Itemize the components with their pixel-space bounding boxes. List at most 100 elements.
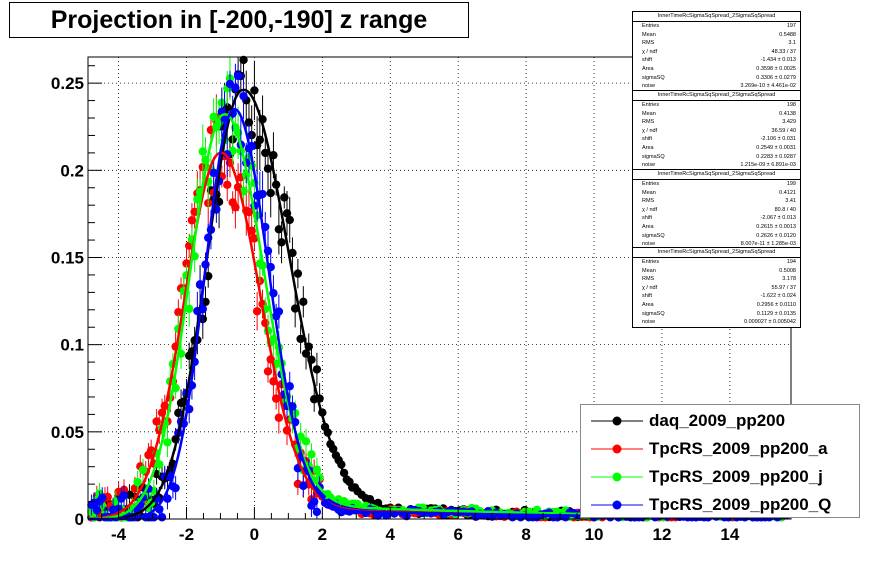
stats-header: InnerTimeRcSigmaSqSpread_2SigmaSqSpread — [633, 91, 800, 101]
stats-key: shift — [642, 57, 653, 64]
data-point-a — [187, 216, 197, 225]
y-tick-label: 0.2 — [60, 161, 84, 180]
stats-value: 0.3306 ± 0.0279 — [756, 74, 796, 81]
stats-value: 3.1 — [788, 40, 796, 47]
stats-value: 1.215e-09 ± 6.891e-03 — [740, 162, 796, 169]
legend-marker-a — [591, 444, 643, 454]
stats-key: Area — [642, 223, 654, 230]
stats-value: 3.269e-10 ± 4.461e-02 — [740, 83, 796, 90]
stats-value: -2.067 ± 0.013 — [760, 215, 796, 222]
stats-value: 80.8 / 40 — [774, 206, 796, 213]
legend-entry-daq: daq_2009_pp200 — [581, 408, 859, 434]
stats-key: Mean — [642, 110, 656, 117]
data-point-a — [185, 241, 194, 250]
data-point-daq — [255, 135, 265, 145]
x-tick-label: -4 — [111, 525, 127, 544]
stats-key: noise — [642, 241, 656, 248]
stats-key: sigmaSQ — [642, 153, 665, 160]
stats-box: InnerTimeRcSigmaSqSpread_2SigmaSqSpread E… — [632, 169, 801, 250]
data-point-Q — [223, 150, 232, 159]
stats-row: noise 1.215e-09 ± 6.891e-03 — [633, 161, 800, 170]
chart-title: Projection in [-200,-190] z range — [9, 2, 469, 38]
x-tick-label: 6 — [453, 525, 462, 544]
data-point-daq — [201, 297, 210, 307]
legend-marker-daq — [591, 416, 643, 426]
data-point-Q — [171, 483, 180, 493]
stats-row: Entries 194 — [633, 258, 800, 267]
data-point-Q — [274, 307, 284, 316]
data-point-j — [307, 450, 316, 459]
stats-key: χ / ndf — [642, 284, 658, 291]
stats-box: InnerTimeRcSigmaSqSpread_2SigmaSqSpread E… — [632, 90, 801, 171]
data-point-Q — [157, 513, 167, 522]
stats-key: Area — [642, 144, 654, 151]
legend-marker-Q — [591, 500, 643, 510]
stats-value: 194 — [786, 259, 796, 265]
stats-value: 199 — [786, 181, 796, 187]
data-point-j — [312, 465, 322, 474]
stats-row: noise 8.007e-11 ± 1.285e-03 — [633, 240, 800, 249]
stats-value: 48.33 / 37 — [771, 48, 796, 55]
stats-row: Mean 0.4121 — [633, 189, 800, 198]
stats-key: sigmaSQ — [642, 74, 665, 81]
stats-row: χ / ndf 48.33 / 37 — [633, 48, 800, 57]
stats-row: χ / ndf 36.59 / 40 — [633, 127, 800, 136]
stats-value: 198 — [786, 102, 796, 108]
data-point-a — [244, 207, 254, 217]
data-point-daq — [250, 86, 259, 95]
stats-value: -2.106 ± 0.031 — [760, 136, 796, 143]
data-point-a — [182, 259, 191, 268]
data-point-daq — [274, 225, 284, 234]
data-point-daq — [277, 238, 286, 247]
stats-value: 3.41 — [785, 198, 796, 205]
data-point-Q — [231, 83, 240, 93]
data-point-j — [198, 147, 207, 156]
x-tick-label: 0 — [250, 525, 259, 544]
x-tick-label: 2 — [318, 525, 327, 544]
stats-key: Mean — [642, 31, 656, 38]
stats-row: Mean 0.5488 — [633, 31, 800, 40]
data-point-Q — [119, 491, 129, 500]
stats-key: Entries — [642, 102, 660, 108]
data-point-daq — [261, 148, 270, 158]
stats-value: -1.434 ± 0.013 — [760, 57, 796, 64]
stats-value: 0.4121 — [779, 189, 796, 196]
data-point-j — [301, 437, 311, 446]
stats-row: Entries 198 — [633, 101, 800, 110]
stats-value: 0.2956 ± 0.0110 — [756, 301, 796, 308]
stats-key: Area — [642, 301, 654, 308]
stats-value: 3.429 — [782, 119, 796, 126]
stats-key: Mean — [642, 189, 656, 196]
stats-row: sigmaSQ 0.2283 ± 0.0287 — [633, 153, 800, 162]
data-point-j — [133, 477, 142, 487]
stats-key: Area — [642, 65, 654, 72]
stats-value: 0.1129 ± 0.0135 — [756, 310, 796, 317]
data-point-daq — [266, 188, 275, 198]
data-point-daq — [296, 334, 305, 344]
stats-row: shift -1.622 ± 0.024 — [633, 292, 800, 301]
y-tick-label: 0 — [75, 510, 84, 529]
stats-row: Area 0.3598 ± 0.0025 — [633, 65, 800, 74]
legend-entry-Q: TpcRS_2009_pp200_Q — [581, 492, 859, 518]
stats-key: shift — [642, 293, 653, 300]
stats-row: noise 0.009027 ± 0.005042 — [633, 318, 800, 327]
stats-row: Area 0.2615 ± 0.0013 — [633, 223, 800, 232]
x-tick-label: 12 — [652, 525, 671, 544]
stats-row: RMS 3.41 — [633, 197, 800, 206]
stats-value: 0.2283 ± 0.0287 — [756, 153, 796, 160]
data-point-daq — [214, 197, 224, 207]
stats-row: RMS 3.1 — [633, 39, 800, 48]
stats-value: 0.2615 ± 0.0013 — [756, 223, 796, 230]
x-tick-label: 14 — [720, 525, 739, 544]
x-tick-label: -2 — [179, 525, 194, 544]
stats-box: InnerTimeRcSigmaSqSpread_2SigmaSqSpread E… — [632, 11, 801, 92]
legend-label-daq: daq_2009_pp200 — [649, 411, 786, 430]
stats-row: Entries 197 — [633, 22, 800, 31]
stats-row: sigmaSQ 0.2626 ± 0.0120 — [633, 232, 800, 241]
stats-key: shift — [642, 136, 653, 143]
data-point-daq — [293, 269, 303, 278]
data-point-daq — [312, 365, 322, 374]
x-tick-label: 10 — [585, 525, 604, 544]
data-point-Q — [312, 507, 322, 517]
data-point-a — [274, 413, 284, 422]
